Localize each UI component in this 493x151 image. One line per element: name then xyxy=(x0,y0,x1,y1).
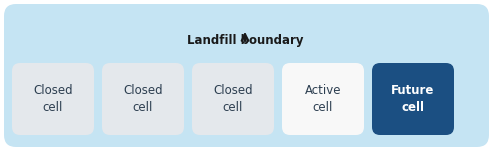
FancyBboxPatch shape xyxy=(192,63,274,135)
Text: Future
cell: Future cell xyxy=(391,84,435,114)
Text: Landfill boundary: Landfill boundary xyxy=(187,34,303,47)
FancyBboxPatch shape xyxy=(4,4,489,147)
FancyBboxPatch shape xyxy=(372,63,454,135)
FancyBboxPatch shape xyxy=(282,63,364,135)
Text: Closed
cell: Closed cell xyxy=(213,84,253,114)
FancyBboxPatch shape xyxy=(12,63,94,135)
Text: Closed
cell: Closed cell xyxy=(123,84,163,114)
FancyBboxPatch shape xyxy=(102,63,184,135)
Text: Closed
cell: Closed cell xyxy=(33,84,73,114)
Text: Active
cell: Active cell xyxy=(305,84,341,114)
